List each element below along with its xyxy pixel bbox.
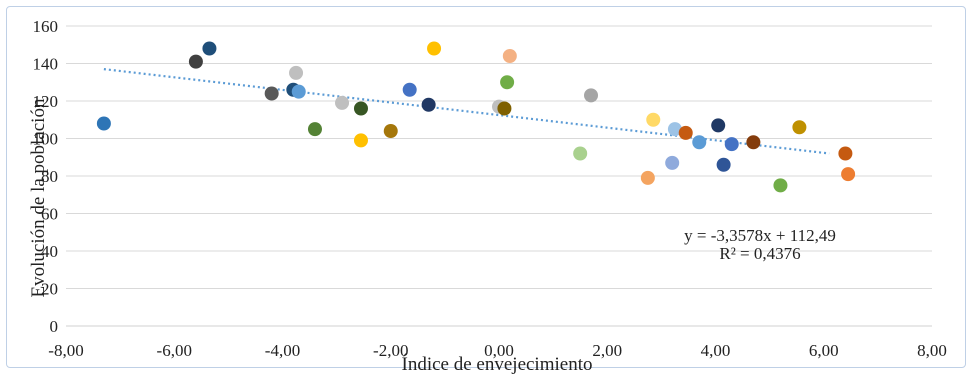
- y-tick-label: 40: [41, 242, 58, 261]
- x-tick-label: -2,00: [373, 341, 408, 360]
- y-axis-title: Evolución de la población: [28, 98, 49, 297]
- x-tick-label: 6,00: [809, 341, 839, 360]
- x-tick-label: -4,00: [265, 341, 300, 360]
- data-point-8: [307, 122, 322, 137]
- data-point-18: [500, 75, 515, 90]
- data-point-20: [573, 146, 588, 161]
- data-point-14: [421, 97, 436, 112]
- data-point-11: [353, 133, 368, 148]
- x-tick-label: -8,00: [48, 341, 83, 360]
- data-point-28: [711, 118, 726, 133]
- y-tick-label: 60: [41, 205, 58, 224]
- data-point-31: [746, 135, 761, 150]
- data-point-27: [692, 135, 707, 150]
- data-point-21: [584, 88, 599, 103]
- data-point-25: [667, 122, 682, 137]
- x-tick-label: 8,00: [917, 341, 947, 360]
- data-point-4: [264, 86, 279, 101]
- y-tick-label: 100: [33, 130, 59, 149]
- y-tick-label: 0: [50, 317, 59, 336]
- data-point-7: [289, 65, 304, 80]
- data-point-30: [724, 137, 739, 152]
- y-tick-label: 80: [41, 167, 58, 186]
- data-point-26: [678, 125, 693, 140]
- data-point-23: [646, 112, 661, 127]
- y-tick-label: 120: [33, 92, 59, 111]
- x-axis-title: Índice de envejecimiento: [402, 353, 593, 374]
- data-point-29: [716, 157, 731, 172]
- y-tick-label: 160: [33, 17, 59, 36]
- data-point-13: [402, 82, 417, 97]
- data-point-3: [202, 41, 217, 56]
- trendline: [103, 68, 830, 155]
- x-tick-label: 0,00: [484, 341, 514, 360]
- data-point-35: [841, 167, 856, 182]
- x-tick-label: 4,00: [701, 341, 731, 360]
- trendline-equation: y = -3,3578x + 112,49: [684, 226, 836, 245]
- data-point-17: [497, 101, 512, 116]
- data-point-33: [792, 120, 807, 135]
- data-point-6: [291, 84, 306, 99]
- trendline-r2: R² = 0,4376: [719, 244, 800, 263]
- data-point-24: [665, 155, 680, 170]
- y-tick-labels: 0 20 40 60 80 100 120 140 160: [33, 17, 59, 336]
- data-point-12: [383, 124, 398, 138]
- data-point-34: [838, 146, 853, 161]
- y-tick-label: 20: [41, 280, 58, 299]
- y-tick-label: 140: [33, 55, 59, 74]
- data-point-32: [773, 178, 788, 193]
- x-tick-label: -6,00: [157, 341, 192, 360]
- data-points: [96, 41, 856, 193]
- data-point-15: [427, 41, 442, 56]
- data-point-22: [640, 170, 655, 185]
- data-point-1: [96, 116, 111, 131]
- chart-frame: [6, 6, 966, 368]
- data-point-2: [188, 54, 203, 69]
- data-point-10: [353, 101, 368, 116]
- x-tick-label: 2,00: [592, 341, 622, 360]
- data-point-19: [502, 49, 517, 63]
- x-tick-labels: -8,00 -6,00 -4,00 -2,00 0,00 2,00 4,00 6,00 8,00: [48, 341, 947, 360]
- data-point-9: [335, 95, 350, 110]
